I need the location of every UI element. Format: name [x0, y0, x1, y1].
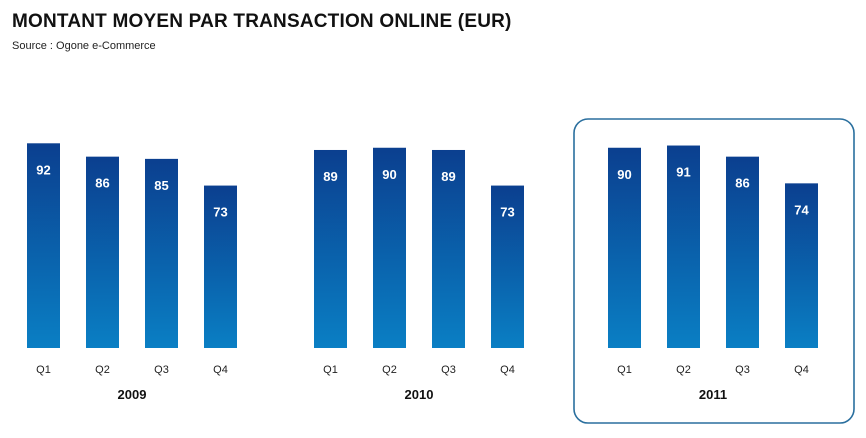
tick-label-2010-q1: Q1	[323, 364, 338, 376]
data-label-2009-q4: 73	[213, 205, 227, 220]
bar-2010-q3	[432, 149, 465, 348]
tick-label-2011-q2: Q2	[676, 364, 691, 376]
tick-label-2009-q3: Q3	[154, 364, 169, 376]
data-label-2011-q4: 74	[794, 202, 809, 217]
data-label-2009-q1: 92	[36, 162, 50, 177]
bar-2010-q2	[373, 147, 406, 348]
data-label-2011-q3: 86	[735, 176, 749, 191]
tick-label-2011-q3: Q3	[735, 364, 750, 376]
group-label-2009: 2009	[118, 387, 147, 402]
bar-2009-q3	[145, 158, 178, 348]
bar-2009-q2	[86, 156, 119, 348]
bar-2009-q4	[204, 185, 237, 348]
data-label-2011-q2: 91	[676, 165, 690, 180]
tick-label-2010-q3: Q3	[441, 364, 456, 376]
data-label-2011-q1: 90	[617, 167, 631, 182]
tick-label-2011-q1: Q1	[617, 364, 632, 376]
tick-label-2009-q1: Q1	[36, 364, 51, 376]
chart-source: Source : Ogone e-Commerce	[12, 40, 156, 52]
bar-2011-q1	[608, 147, 641, 348]
group-label-2010: 2010	[405, 387, 434, 402]
bar-2009-q1	[27, 143, 60, 348]
data-label-2009-q2: 86	[95, 176, 109, 191]
data-label-2010-q4: 73	[500, 205, 514, 220]
chart-title: MONTANT MOYEN PAR TRANSACTION ONLINE (EU…	[12, 11, 512, 32]
bar-2010-q4	[491, 185, 524, 348]
data-label-2010-q2: 90	[382, 167, 396, 182]
bar-2011-q3	[726, 156, 759, 348]
tick-label-2010-q2: Q2	[382, 364, 397, 376]
highlight-frame-2011	[573, 118, 855, 424]
bar-2010-q1	[314, 149, 347, 348]
bar-2011-q2	[667, 145, 700, 348]
tick-label-2009-q2: Q2	[95, 364, 110, 376]
tick-label-2011-q4: Q4	[794, 364, 809, 376]
bar-2011-q4	[785, 183, 818, 348]
group-label-2011: 2011	[699, 387, 727, 402]
data-label-2010-q3: 89	[441, 169, 455, 184]
data-label-2010-q1: 89	[323, 169, 337, 184]
data-label-2009-q3: 85	[154, 178, 168, 193]
tick-label-2009-q4: Q4	[213, 364, 228, 376]
tick-label-2010-q4: Q4	[500, 364, 515, 376]
